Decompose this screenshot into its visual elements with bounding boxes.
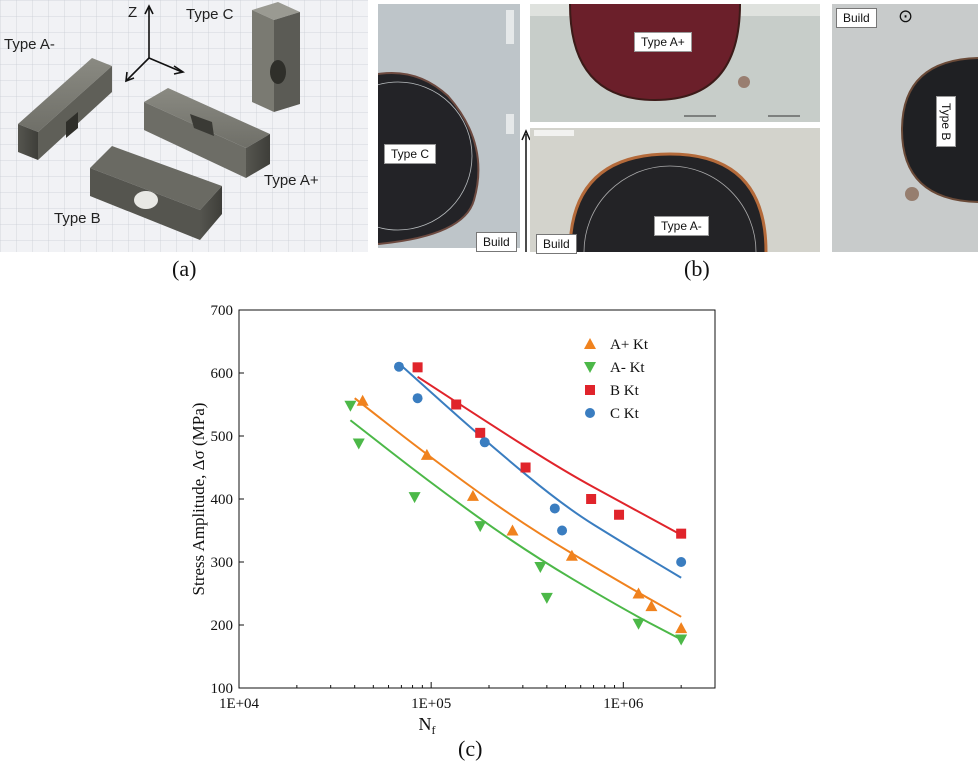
data-point: [534, 562, 547, 574]
build-direction-arrow: [521, 129, 531, 252]
data-point: [676, 557, 687, 567]
data-point: [412, 393, 423, 404]
specimen-type-c: [252, 2, 300, 112]
x-axis-label: Nf: [419, 714, 436, 736]
data-point: [356, 394, 369, 406]
legend-marker: [584, 362, 596, 373]
legend-label: A- Kt: [610, 360, 645, 376]
y-tick-label: 100: [211, 681, 234, 697]
specimen-type-a-plus: [144, 88, 270, 178]
legend-marker: [585, 408, 595, 418]
data-point: [506, 524, 519, 536]
data-point: [466, 489, 479, 501]
data-point: [393, 361, 404, 372]
build-label-type-c: Build: [476, 232, 517, 252]
micrograph-panel: Type C Build Type A+ Type A- Build: [378, 0, 978, 254]
data-point: [586, 494, 597, 504]
data-points: [344, 361, 688, 646]
micrograph-type-b: [832, 4, 978, 252]
caption-b: (b): [684, 256, 710, 281]
label-type-a-plus: Type A+: [264, 172, 319, 189]
data-point: [352, 438, 365, 450]
data-point: [557, 525, 568, 536]
fit-curve: [417, 375, 682, 536]
data-point: [451, 399, 462, 410]
label-micro-type-a-plus: Type A+: [634, 32, 692, 52]
legend: A+ Kt A- Kt B Kt C Kt: [584, 337, 649, 422]
y-tick-label: 300: [211, 555, 234, 571]
data-point: [475, 427, 486, 438]
data-point: [676, 528, 687, 539]
data-point: [645, 600, 658, 612]
label-micro-type-c: Type C: [384, 144, 437, 164]
legend-label: C Kt: [610, 406, 640, 422]
data-point: [675, 622, 688, 634]
y-tick-label: 400: [211, 492, 234, 508]
fit-curve: [354, 397, 682, 618]
fit-curves: [349, 362, 682, 641]
build-label-type-a-minus: Build: [536, 234, 577, 254]
data-point: [412, 362, 423, 373]
y-tick-label: 500: [211, 429, 234, 445]
legend-marker: [585, 385, 595, 395]
micrograph-type-c: [378, 4, 520, 248]
fit-curve: [349, 419, 682, 641]
x-tick-label: 1E+05: [411, 696, 451, 712]
y-axis-label: Stress Amplitude, Δσ (MPa): [189, 403, 208, 596]
data-point: [408, 492, 421, 504]
legend-label: A+ Kt: [610, 337, 649, 353]
axis-labels: Stress Amplitude, Δσ (MPa) Nf: [189, 403, 436, 736]
caption-c: (c): [458, 736, 483, 761]
data-point: [614, 509, 625, 520]
z-axis-label: Z: [128, 4, 138, 21]
data-point: [549, 503, 560, 514]
axes: 100 200 300 400 500 600 700 1E+04 1E+05 1E+06: [211, 303, 716, 712]
label-type-c: Type C: [186, 6, 234, 23]
specimen-photo-drawing: [0, 0, 368, 252]
data-point: [479, 437, 490, 448]
coordinate-axes: [125, 4, 186, 83]
caption-a: (a): [172, 256, 197, 281]
specimen-type-b: [90, 146, 222, 240]
sn-chart: 100 200 300 400 500 600 700 1E+04 1E+05 1E+06 A+ …: [189, 303, 716, 736]
y-tick-label: 600: [211, 366, 234, 382]
legend-marker: [584, 338, 596, 349]
data-point: [474, 521, 487, 533]
build-out-of-plane-icon: ⊙: [898, 6, 914, 27]
fit-curve: [398, 362, 682, 579]
legend-label: B Kt: [610, 383, 640, 399]
specimen-type-a-minus: [18, 58, 112, 160]
data-point: [632, 618, 645, 630]
x-tick-label: 1E+04: [219, 696, 260, 712]
data-point: [565, 549, 578, 561]
build-label-type-b: Build: [836, 8, 877, 28]
data-point: [675, 634, 688, 646]
label-type-a-minus: Type A-: [4, 36, 55, 53]
label-type-b: Type B: [54, 210, 101, 227]
data-point: [520, 462, 531, 473]
data-point: [632, 587, 645, 599]
data-point: [344, 400, 357, 412]
specimen-photo: Z Type A- Type C Type A+ Type B: [0, 0, 368, 252]
y-tick-label: 200: [211, 618, 234, 634]
data-point: [420, 448, 433, 460]
y-tick-label: 700: [211, 303, 234, 319]
label-micro-type-a-minus: Type A-: [654, 216, 709, 236]
micrograph-type-a-plus: [530, 4, 820, 122]
label-micro-type-b: Type B: [936, 96, 956, 148]
x-tick-label: 1E+06: [603, 696, 644, 712]
data-point: [540, 592, 553, 604]
